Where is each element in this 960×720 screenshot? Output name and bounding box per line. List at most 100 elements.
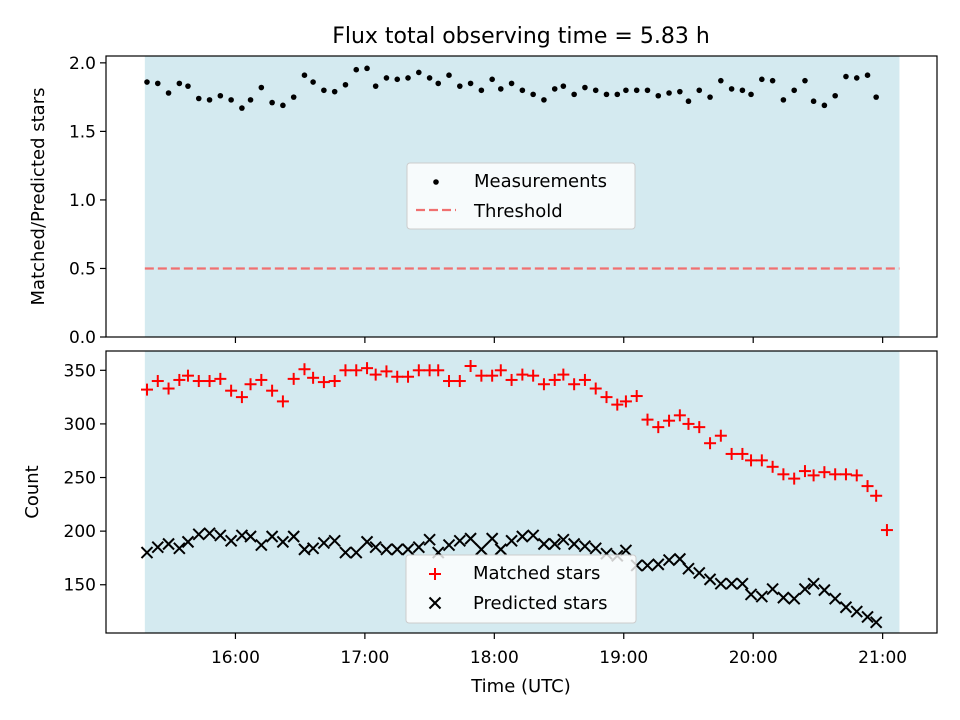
measurement-point: [677, 88, 683, 95]
predicted-stars-point: [736, 577, 749, 590]
matched-stars-point: [225, 384, 238, 397]
matched-stars-point: [652, 421, 665, 434]
matched-stars-point: [568, 378, 581, 391]
predicted-stars-point: [423, 533, 436, 546]
y-tick-label: 0.5: [69, 259, 96, 279]
predicted-stars-point: [766, 582, 779, 596]
legend-predicted-label: Predicted stars: [473, 593, 607, 614]
predicted-stars-point: [224, 534, 238, 547]
measurement-point: [821, 102, 828, 109]
matched-stars-point: [755, 454, 768, 467]
matched-stars-point: [839, 468, 852, 481]
predicted-stars-point: [412, 541, 426, 554]
measurement-point: [519, 87, 526, 94]
matched-stars-point: [870, 489, 883, 502]
predicted-stars-point: [578, 539, 592, 553]
predicted-stars-point: [173, 542, 186, 555]
matched-stars-point: [203, 375, 216, 388]
matched-stars-point: [777, 468, 790, 481]
measurement-point: [843, 73, 849, 80]
predicted-stars-point: [442, 538, 456, 552]
predicted-stars-point: [548, 537, 561, 551]
matched-stars-point: [402, 370, 415, 383]
predicted-stars-point: [475, 543, 488, 556]
matched-stars-point: [527, 369, 540, 382]
predicted-stars-point: [787, 592, 801, 605]
measurement-point: [551, 86, 558, 92]
measurement-point: [185, 83, 191, 89]
count-marks: [140, 360, 893, 629]
measurement-point: [416, 69, 422, 76]
measurement-point: [571, 91, 577, 98]
matched-stars-point: [818, 466, 831, 479]
measurement-point: [258, 84, 265, 91]
predicted-stars-point: [798, 582, 812, 596]
measurement-point: [832, 92, 838, 99]
measurement-point: [780, 97, 787, 103]
measurement-point: [478, 87, 485, 94]
measurement-point: [633, 87, 640, 94]
measurement-point: [383, 75, 390, 81]
measurement-point: [560, 83, 567, 89]
predicted-stars-point: [380, 543, 393, 556]
matched-stars-point: [361, 362, 374, 375]
predicted-stars-point: [151, 541, 164, 554]
matched-stars-point: [412, 364, 425, 377]
predicted-stars-point: [807, 577, 820, 590]
count-legend-box: [405, 554, 637, 624]
predicted-stars-point: [287, 530, 300, 543]
measurement-point: [802, 77, 808, 84]
matched-stars-point: [235, 391, 248, 404]
measurement-point: [718, 77, 724, 84]
ratio-x-ticks: [234, 337, 884, 343]
legend-threshold-label: Threshold: [473, 201, 563, 222]
matched-stars-point: [641, 413, 654, 426]
y-tick-label: 150: [64, 576, 96, 596]
predicted-stars-point: [192, 528, 205, 541]
measurement-point: [446, 72, 452, 78]
matched-stars-point: [307, 371, 320, 384]
predicted-stars-point: [869, 616, 883, 629]
matched-stars-point: [192, 375, 205, 388]
predicted-stars-point: [725, 577, 738, 590]
ratio-y-ticks: 0.0 0.5 1.0 1.5 2.0: [69, 54, 106, 348]
measurement-point: [394, 76, 401, 83]
matched-stars-point: [850, 469, 863, 482]
predicted-stars-point: [360, 535, 374, 549]
measurement-point: [310, 79, 316, 85]
measurement-point: [666, 90, 672, 96]
matched-stars-point: [880, 524, 893, 537]
predicted-stars-point: [369, 541, 382, 554]
predicted-stars-point: [516, 530, 529, 543]
measurement-point: [247, 97, 254, 103]
predicted-stars-point: [652, 558, 665, 571]
matched-stars-point: [611, 398, 624, 411]
measurement-point: [707, 94, 713, 100]
predicted-stars-point: [850, 605, 863, 618]
matched-stars-point: [486, 369, 499, 382]
matched-stars-point: [630, 390, 643, 403]
measurement-point: [497, 86, 504, 92]
predicted-stars-point: [619, 544, 633, 557]
predicted-stars-point: [828, 592, 842, 605]
legend-measurements-marker: [433, 179, 439, 185]
measurement-point: [489, 76, 495, 83]
legend-matched-label: Matched stars: [473, 563, 600, 584]
matched-stars-point: [548, 373, 561, 386]
predicted-stars-point: [485, 532, 499, 545]
legend-measurements-label: Measurements: [474, 171, 607, 192]
matched-stars-point: [298, 363, 311, 376]
predicted-stars-point: [839, 601, 853, 614]
predicted-stars-point: [453, 534, 467, 547]
ratio-panel-frame: [105, 55, 938, 338]
matched-stars-point: [317, 376, 330, 389]
measurement-point: [144, 79, 150, 85]
ratio-y-axis-label: Matched/Predicted stars: [28, 88, 49, 306]
count-y-ticks: 150 200 250 300 350: [64, 361, 106, 596]
matched-stars-point: [140, 383, 153, 396]
matched-stars-point: [475, 369, 488, 382]
ratio-legend-box: [406, 162, 636, 230]
measurement-point: [614, 91, 621, 98]
ratio-legend: Measurements Threshold: [406, 162, 636, 230]
